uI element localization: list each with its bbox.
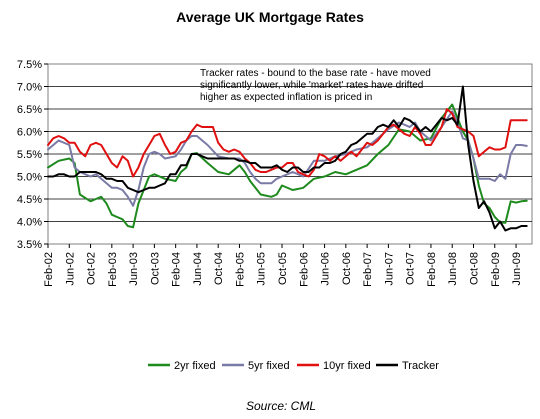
y-axis: 3.5% 4.0% 4.5% 5.0% 5.5% 6.0% 6.5% 7.0% 7.5% <box>17 59 48 251</box>
x-tick-label: Oct-05 <box>277 252 289 285</box>
x-tick-label: Feb-07 <box>362 252 374 287</box>
y-tick-label: 7.5% <box>17 59 42 71</box>
series-line-tracker <box>47 85 528 232</box>
x-tick-label: Jun-02 <box>64 252 76 286</box>
chart-title: Average UK Mortgage Rates <box>176 9 364 25</box>
legend: 2yr fixed 5yr fixed 10yr fixed Tracker <box>148 360 439 372</box>
x-tick-label: Jun-08 <box>447 252 459 286</box>
y-tick-label: 5.0% <box>17 172 42 184</box>
x-tick-label: Feb-02 <box>43 252 55 287</box>
series-line-10yr-fixed <box>47 108 528 178</box>
x-tick-label: Jun-04 <box>192 252 204 286</box>
x-tick-label: Oct-07 <box>405 252 417 285</box>
x-tick-label: Feb-08 <box>426 252 438 287</box>
x-tick-label: Feb-09 <box>490 252 502 287</box>
annotation-line: Tracker rates - bound to the base rate -… <box>200 68 431 79</box>
annotation-line: higher as expected inflation is priced i… <box>200 92 372 103</box>
x-tick-label: Jun-05 <box>256 252 268 286</box>
x-axis: Feb-02 Jun-02 Oct-02 Feb-03 Jun-03 Oct-03 Feb-… <box>43 244 523 287</box>
legend-label: 2yr fixed <box>174 360 216 372</box>
x-tick-label: Jun-07 <box>383 252 395 286</box>
x-tick-label: Jun-09 <box>511 252 523 286</box>
x-tick-label: Jun-06 <box>320 252 332 286</box>
y-tick-label: 6.5% <box>17 104 42 116</box>
x-tick-label: Oct-02 <box>86 252 98 285</box>
y-tick-label: 3.5% <box>17 239 42 251</box>
y-tick-label: 7.0% <box>17 82 42 94</box>
x-tick-label: Oct-03 <box>149 252 161 285</box>
x-tick-label: Feb-06 <box>298 252 310 287</box>
legend-label: 5yr fixed <box>248 360 290 372</box>
x-tick-label: Oct-04 <box>213 252 225 285</box>
x-tick-label: Oct-08 <box>468 252 480 285</box>
x-tick-label: Feb-04 <box>171 252 183 287</box>
x-tick-label: Feb-05 <box>234 252 246 287</box>
y-tick-label: 6.0% <box>17 127 42 139</box>
x-tick-label: Oct-06 <box>341 252 353 285</box>
annotation-line: significantly lower, while 'market' rate… <box>200 80 423 91</box>
y-tick-label: 5.5% <box>17 149 42 161</box>
source-note: Source: CML <box>246 399 316 413</box>
x-tick-label: Feb-03 <box>107 252 119 287</box>
series-lines <box>47 85 528 232</box>
y-tick-label: 4.5% <box>17 194 42 206</box>
y-tick-label: 4.0% <box>17 217 42 229</box>
legend-label: 10yr fixed <box>323 360 371 372</box>
legend-label: Tracker <box>402 360 439 372</box>
chart-annotation: Tracker rates - bound to the base rate -… <box>200 68 431 103</box>
x-tick-label: Jun-03 <box>128 252 140 286</box>
